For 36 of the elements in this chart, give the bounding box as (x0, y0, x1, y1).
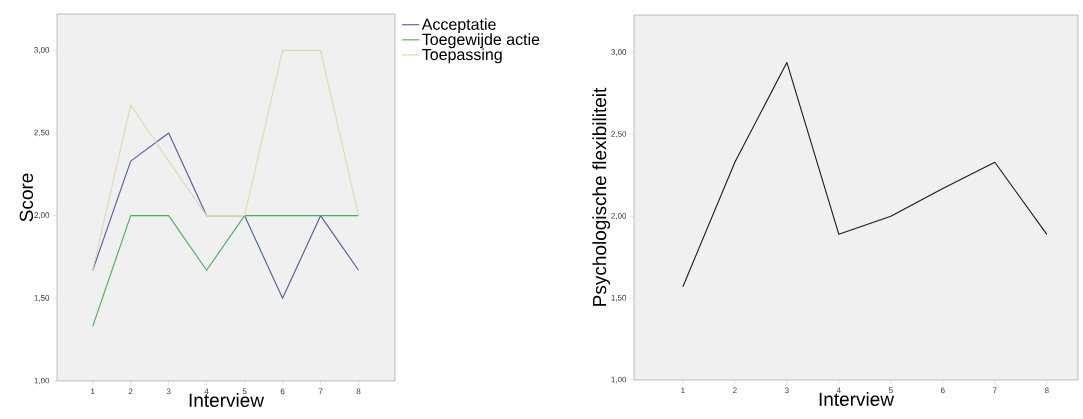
x-tick-label: 4 (204, 388, 209, 395)
x-tick-label: 7 (318, 388, 323, 395)
x-tick-label: 7 (992, 387, 997, 394)
legend-label: Toepassing (422, 48, 502, 64)
y-axis-title: Score (19, 173, 34, 222)
y-tick-label: 2,50 (34, 129, 50, 137)
y-tick-label: 3,00 (611, 49, 627, 56)
legend-label: Toegewijde actie (422, 33, 540, 49)
y-tick-label: 2,00 (611, 213, 627, 220)
x-tick-label: 4 (836, 387, 841, 394)
x-tick-label: 5 (242, 388, 247, 395)
x-tick-label: 3 (784, 387, 789, 394)
x-tick-label: 3 (166, 388, 171, 395)
x-tick-label: 6 (280, 388, 285, 395)
y-tick-label: 1,00 (611, 376, 627, 384)
x-tick-label: 2 (128, 388, 133, 395)
y-tick-label: 1,00 (34, 377, 50, 385)
x-tick-label: 2 (733, 387, 737, 394)
line-series (682, 61, 1048, 288)
x-tick-label: 6 (941, 387, 945, 394)
x-tick-label: 1 (681, 387, 685, 394)
x-tick-label: 1 (91, 388, 95, 395)
y-tick-label: 2,50 (611, 131, 627, 138)
line-series (92, 132, 360, 299)
y-axis-title: Psychologische flexibiliteit (592, 87, 611, 306)
legend-label: Acceptatie (421, 18, 496, 34)
x-tick-label: 5 (888, 387, 893, 394)
x-axis-title: Interview (819, 392, 895, 406)
y-tick-label: 3,00 (34, 47, 50, 54)
x-axis-title: Interview (189, 393, 265, 407)
x-tick-label: 8 (356, 388, 361, 395)
y-tick-label: 1,50 (34, 295, 50, 302)
y-tick-label: 1,50 (611, 294, 627, 302)
y-tick-label: 2,00 (34, 212, 50, 219)
x-tick-label: 8 (1044, 387, 1049, 394)
line-series (92, 49, 360, 271)
